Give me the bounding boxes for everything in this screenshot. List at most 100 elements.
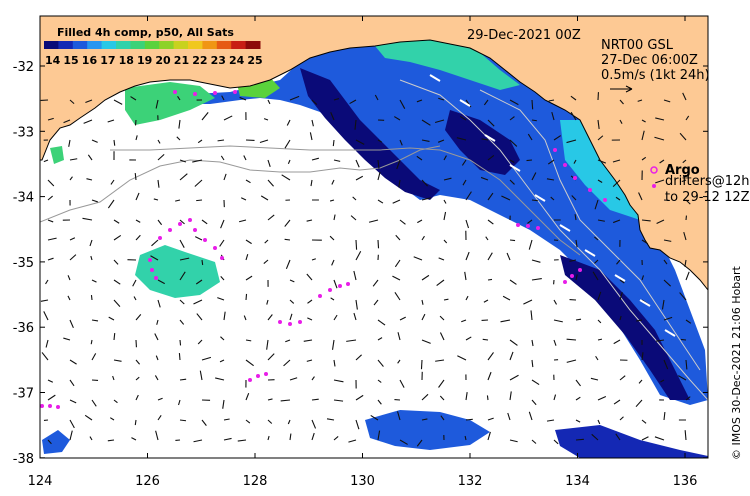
current-vector xyxy=(566,359,577,363)
current-vector xyxy=(201,259,204,266)
current-vector xyxy=(397,332,401,341)
drifters-label-1: drifters@12h xyxy=(665,174,750,189)
current-vector xyxy=(284,219,291,227)
current-vector xyxy=(89,239,93,247)
current-vector xyxy=(500,319,511,323)
current-vector xyxy=(179,319,185,325)
current-vector xyxy=(597,419,601,425)
drifter-point xyxy=(213,91,217,95)
current-vector xyxy=(348,439,357,443)
current-vector xyxy=(619,416,624,421)
current-vector xyxy=(398,179,401,188)
current-vector xyxy=(179,219,185,225)
current-vector xyxy=(575,274,578,281)
colorbar-cell xyxy=(216,41,232,49)
current-vector xyxy=(487,278,493,281)
current-vector xyxy=(502,295,511,301)
drifter-point xyxy=(213,246,217,250)
current-vector xyxy=(355,419,360,430)
current-vector xyxy=(150,255,159,261)
current-vector xyxy=(377,239,380,249)
current-vector xyxy=(679,132,687,141)
current-vector xyxy=(597,159,607,164)
current-vector xyxy=(566,139,577,144)
current-vector xyxy=(289,313,293,321)
current-vector xyxy=(377,379,382,383)
current-vector xyxy=(179,257,190,261)
current-vector xyxy=(355,239,358,250)
current-vector xyxy=(597,291,602,301)
current-vector xyxy=(528,239,533,250)
lat-tick-label: -38 xyxy=(13,452,34,467)
current-vector xyxy=(286,119,291,126)
current-vector xyxy=(656,339,665,342)
current-vector xyxy=(569,259,577,262)
current-vector xyxy=(594,199,599,210)
shelf-current-vector xyxy=(509,164,521,172)
current-vector xyxy=(113,279,121,285)
sst-field xyxy=(42,36,708,458)
current-vector xyxy=(619,99,624,105)
current-vector xyxy=(509,391,512,401)
current-vector xyxy=(156,319,159,325)
current-vector xyxy=(637,99,643,102)
current-vector xyxy=(113,299,121,307)
current-vector xyxy=(179,159,187,163)
current-vector xyxy=(531,359,534,368)
current-vector xyxy=(440,415,445,421)
current-vector xyxy=(245,359,254,367)
shelf-current-vector xyxy=(484,134,496,142)
current-vector xyxy=(113,259,119,265)
current-vector xyxy=(289,279,295,283)
current-vector xyxy=(421,339,431,344)
current-vector xyxy=(355,159,360,168)
current-vector xyxy=(612,179,621,188)
drifter-point xyxy=(526,224,530,228)
current-vector xyxy=(83,119,93,124)
current-vector xyxy=(616,259,621,265)
lat-tick-label: -36 xyxy=(13,321,34,336)
current-vector xyxy=(68,139,71,147)
current-vector xyxy=(546,178,555,181)
current-vector xyxy=(222,399,225,409)
current-vector xyxy=(350,215,357,221)
current-vector xyxy=(201,356,212,361)
current-vector xyxy=(461,159,467,166)
current-vector xyxy=(355,139,365,145)
lat-tick-label: -34 xyxy=(13,191,34,206)
current-vector xyxy=(240,197,247,201)
colorbar-tick-label: 15 xyxy=(63,54,78,67)
current-vector xyxy=(655,179,665,184)
current-vector xyxy=(245,339,252,342)
current-vector xyxy=(575,396,581,401)
current-vector xyxy=(377,399,382,405)
colorbar-tick-label: 19 xyxy=(137,54,152,67)
current-vector xyxy=(267,435,270,441)
current-vector xyxy=(199,370,203,381)
current-vector xyxy=(175,199,181,202)
current-vector xyxy=(678,375,687,381)
current-vector xyxy=(245,239,252,245)
colorbar-cell xyxy=(188,41,203,49)
current-vector xyxy=(571,195,577,201)
current-vector xyxy=(259,139,269,144)
drifter-point xyxy=(188,218,192,222)
current-vector xyxy=(370,414,379,421)
current-vector xyxy=(267,179,274,187)
current-vector xyxy=(113,333,116,341)
current-vector xyxy=(196,313,203,321)
current-vector xyxy=(399,99,406,109)
current-vector xyxy=(439,315,445,321)
current-vector xyxy=(69,359,77,365)
current-vector xyxy=(485,236,489,241)
current-vector xyxy=(685,319,692,324)
current-vector xyxy=(487,119,495,127)
current-vector xyxy=(45,339,49,348)
current-vector xyxy=(439,395,445,401)
current-vector xyxy=(372,279,379,287)
current-vector xyxy=(592,271,599,281)
current-vector xyxy=(663,99,671,103)
drifter-point xyxy=(288,322,292,326)
bathymetry-contour-4 xyxy=(399,79,708,401)
